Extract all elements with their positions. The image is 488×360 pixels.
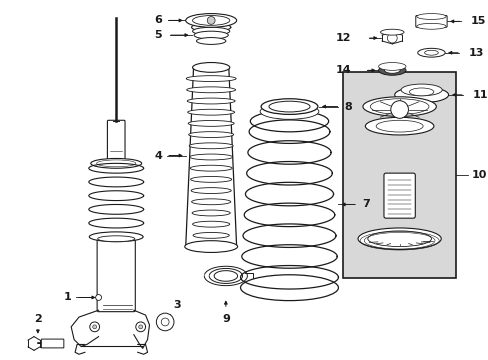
Text: 15: 15 xyxy=(469,17,485,26)
Ellipse shape xyxy=(91,158,142,168)
Ellipse shape xyxy=(97,160,136,167)
Text: 11: 11 xyxy=(471,90,487,100)
Text: 13: 13 xyxy=(468,48,483,58)
Ellipse shape xyxy=(260,104,318,119)
Ellipse shape xyxy=(240,275,338,301)
Ellipse shape xyxy=(375,120,422,132)
Ellipse shape xyxy=(186,87,235,93)
Ellipse shape xyxy=(394,87,447,103)
Ellipse shape xyxy=(193,233,229,238)
Ellipse shape xyxy=(196,37,225,44)
Text: 9: 9 xyxy=(222,314,229,324)
Text: 3: 3 xyxy=(173,300,181,310)
Text: 1: 1 xyxy=(63,292,71,302)
Circle shape xyxy=(96,294,102,300)
Ellipse shape xyxy=(190,176,231,182)
Ellipse shape xyxy=(378,63,405,70)
Text: 2: 2 xyxy=(34,314,41,324)
Ellipse shape xyxy=(192,210,230,216)
Ellipse shape xyxy=(189,143,233,149)
Ellipse shape xyxy=(380,29,403,35)
Ellipse shape xyxy=(191,199,230,205)
Ellipse shape xyxy=(192,221,229,227)
Ellipse shape xyxy=(261,99,317,114)
Ellipse shape xyxy=(189,154,232,160)
Text: 6: 6 xyxy=(154,15,162,26)
Ellipse shape xyxy=(369,99,428,114)
Circle shape xyxy=(93,325,97,329)
Ellipse shape xyxy=(250,111,328,132)
Text: 4: 4 xyxy=(154,150,162,161)
Ellipse shape xyxy=(185,14,236,27)
Text: 7: 7 xyxy=(361,199,369,210)
Text: 12: 12 xyxy=(335,33,350,43)
Ellipse shape xyxy=(184,241,237,252)
Circle shape xyxy=(207,17,215,24)
Ellipse shape xyxy=(416,23,445,29)
Text: 10: 10 xyxy=(470,170,486,180)
FancyBboxPatch shape xyxy=(41,339,64,348)
Ellipse shape xyxy=(190,165,232,171)
Circle shape xyxy=(139,325,142,329)
Ellipse shape xyxy=(416,14,445,19)
Ellipse shape xyxy=(378,66,405,75)
Ellipse shape xyxy=(367,231,430,247)
Ellipse shape xyxy=(192,63,229,72)
Circle shape xyxy=(386,33,396,43)
Ellipse shape xyxy=(408,88,433,96)
Ellipse shape xyxy=(187,98,235,104)
FancyBboxPatch shape xyxy=(383,173,414,218)
Ellipse shape xyxy=(362,97,435,116)
Text: 5: 5 xyxy=(154,30,162,40)
Text: 14: 14 xyxy=(335,66,350,75)
Ellipse shape xyxy=(194,31,228,39)
FancyBboxPatch shape xyxy=(107,120,125,166)
Bar xyxy=(343,72,455,278)
Ellipse shape xyxy=(268,101,309,112)
Ellipse shape xyxy=(365,117,433,135)
Circle shape xyxy=(90,322,100,332)
Ellipse shape xyxy=(417,48,444,57)
Ellipse shape xyxy=(98,236,135,242)
Ellipse shape xyxy=(191,188,231,194)
Circle shape xyxy=(156,313,174,331)
Circle shape xyxy=(136,322,145,332)
Ellipse shape xyxy=(400,84,441,96)
Ellipse shape xyxy=(186,76,236,82)
Ellipse shape xyxy=(187,109,234,115)
Ellipse shape xyxy=(192,27,229,35)
Text: 8: 8 xyxy=(344,102,351,112)
Ellipse shape xyxy=(89,232,143,242)
Circle shape xyxy=(161,318,169,326)
FancyBboxPatch shape xyxy=(97,235,135,312)
Ellipse shape xyxy=(424,50,437,55)
Ellipse shape xyxy=(188,132,233,138)
Ellipse shape xyxy=(357,228,440,249)
FancyBboxPatch shape xyxy=(415,15,446,27)
Ellipse shape xyxy=(192,15,229,25)
Ellipse shape xyxy=(384,67,399,73)
Ellipse shape xyxy=(191,23,230,32)
Circle shape xyxy=(390,101,407,118)
Ellipse shape xyxy=(188,121,234,126)
